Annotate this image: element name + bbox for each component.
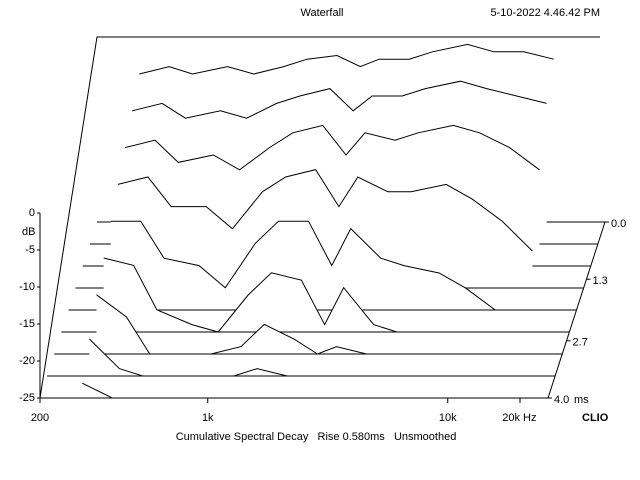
decay-slice xyxy=(132,80,547,119)
y-tick-label: 0 xyxy=(29,207,35,219)
decay-slice xyxy=(103,257,519,333)
x-tick-label: 20k xyxy=(502,412,520,424)
y-tick-label: -10 xyxy=(19,281,35,293)
slice-fill xyxy=(103,258,519,332)
decay-slice xyxy=(124,124,540,171)
decay-slice xyxy=(96,294,511,355)
brand: CLIO xyxy=(582,412,609,424)
slice-fill xyxy=(117,169,533,288)
y-tick-label: -5 xyxy=(25,244,35,256)
y-axis-label: dB xyxy=(22,226,35,238)
z-tick-label: 1.3 xyxy=(592,275,607,287)
z-tick-label: 4.0 xyxy=(554,394,569,406)
x-tick-label: 1k xyxy=(202,412,214,424)
slice-fill xyxy=(96,294,511,354)
decay-slice xyxy=(82,382,497,399)
z-tick-label: 0.0 xyxy=(611,218,626,230)
slice-fill xyxy=(110,221,526,310)
decay-slice xyxy=(117,169,533,252)
timestamp: 5-10-2022 4.46.42 PM xyxy=(491,7,600,19)
x-tick-label: 200 xyxy=(31,412,49,424)
x-axis-label: Hz xyxy=(523,412,536,424)
decay-slice xyxy=(139,43,554,75)
decay-slice xyxy=(89,338,504,377)
z-tick-label: 2.7 xyxy=(573,337,588,349)
z-axis-label: ms xyxy=(574,394,589,406)
decay-slice xyxy=(110,220,526,311)
y-tick-label: -25 xyxy=(19,392,35,404)
y-tick-label: -15 xyxy=(19,318,35,330)
y-tick-label: -20 xyxy=(19,355,35,367)
chart-title: Waterfall xyxy=(301,7,344,19)
footer: Cumulative Spectral Decay Rise 0.580ms U… xyxy=(176,431,457,443)
frame xyxy=(39,36,600,399)
x-tick-label: 10k xyxy=(439,412,457,424)
